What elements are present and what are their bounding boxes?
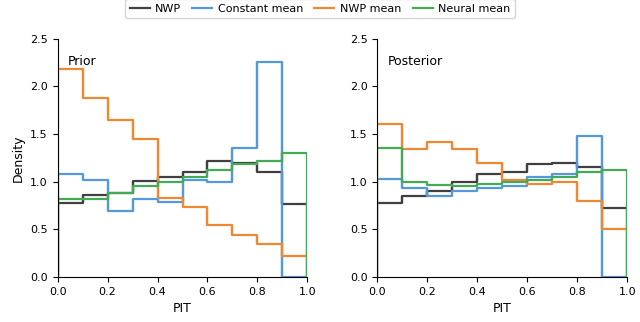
- X-axis label: PIT: PIT: [173, 302, 192, 315]
- Legend: NWP, Constant mean, NWP mean, Neural mean: NWP, Constant mean, NWP mean, Neural mea…: [125, 0, 515, 18]
- X-axis label: PIT: PIT: [493, 302, 512, 315]
- Text: Prior: Prior: [68, 55, 96, 68]
- Y-axis label: Density: Density: [12, 134, 24, 182]
- Text: Posterior: Posterior: [387, 55, 442, 68]
